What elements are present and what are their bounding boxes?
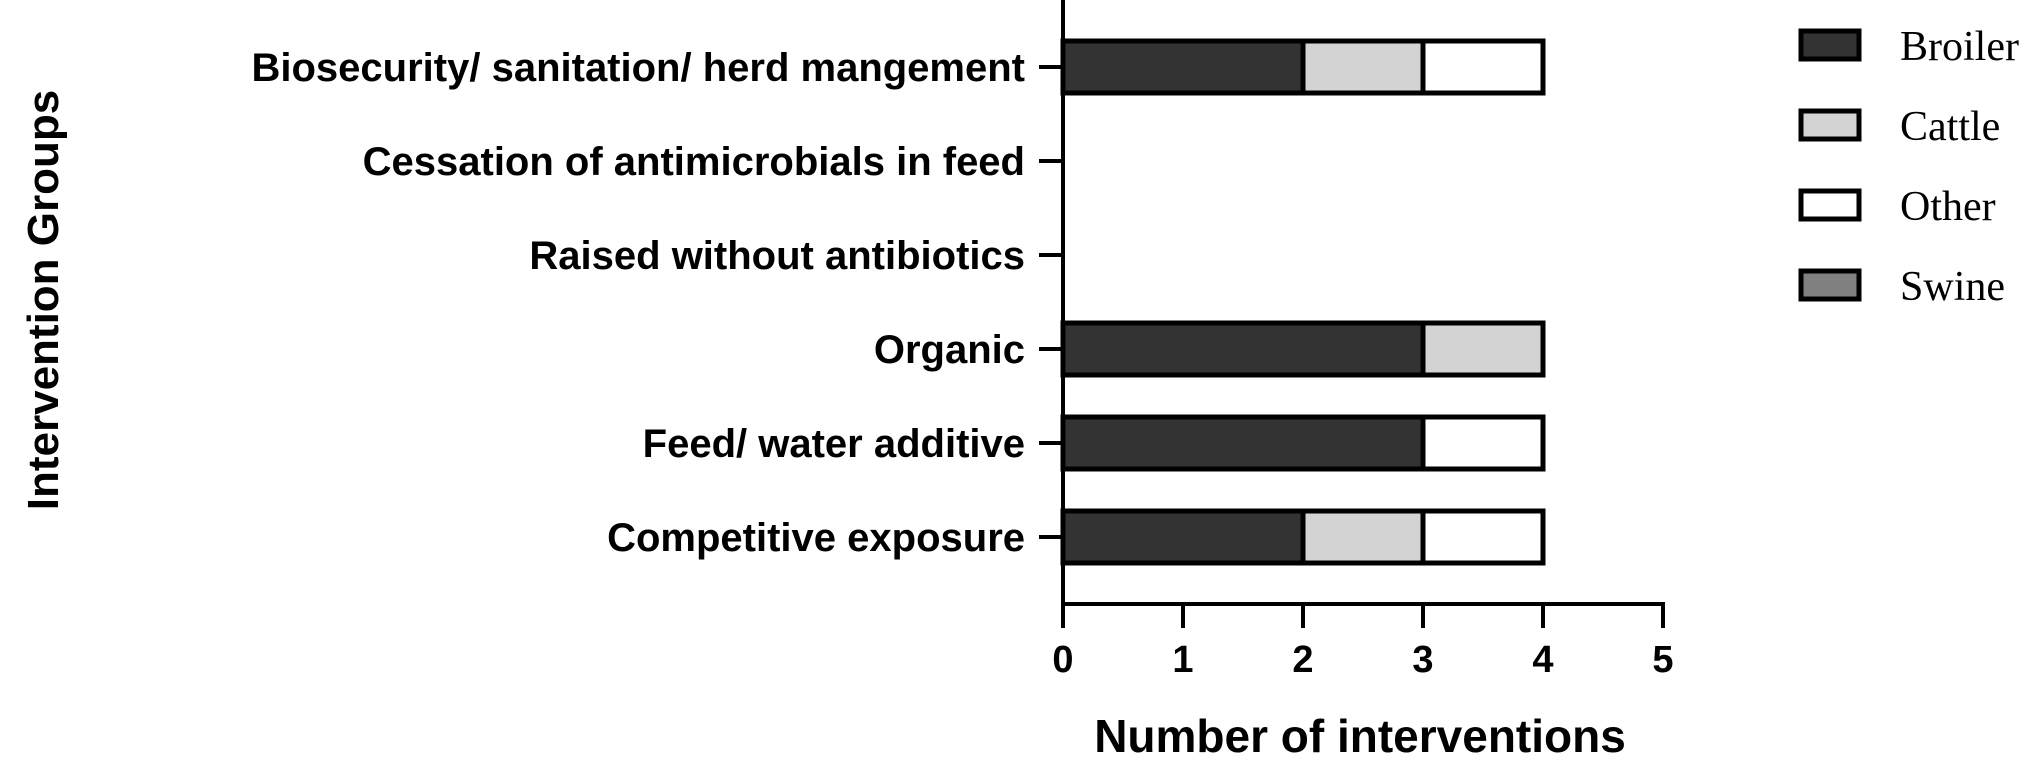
x-tick-label-1: 1 — [1172, 639, 1193, 681]
legend-swatch-swine — [1798, 268, 1862, 302]
legend-label-other: Other — [1900, 184, 1996, 230]
legend: Broiler Cattle Other Swine — [1798, 24, 2019, 310]
category-label-cessation-of-antimicrobials-in-feed: Cessation of antimicrobials in feed — [363, 140, 1025, 184]
x-tick-label-5: 5 — [1652, 639, 1673, 681]
bar-segment-broiler-biosecurity-sanitation-herd-mangement — [1060, 38, 1306, 96]
x-axis-title: Number of interventions — [1094, 710, 1626, 760]
category-labels: Biosecurity/ sanitation/ herd mangement C… — [252, 46, 1026, 560]
category-label-competitive-exposure: Competitive exposure — [607, 516, 1025, 560]
bar-segment-other-biosecurity-sanitation-herd-mangement — [1420, 38, 1546, 96]
bar-segment-cattle-biosecurity-sanitation-herd-mangement — [1300, 38, 1426, 96]
category-label-biosecurity-sanitation-herd-mangement: Biosecurity/ sanitation/ herd mangement — [252, 46, 1026, 90]
category-label-organic: Organic — [874, 328, 1025, 372]
bar-segment-other-competitive-exposure — [1420, 508, 1546, 566]
legend-label-cattle: Cattle — [1900, 104, 2000, 150]
x-tick-labels: 0 1 2 3 4 5 — [1052, 639, 1673, 681]
legend-label-broiler: Broiler — [1900, 24, 2019, 70]
bar-segment-broiler-organic — [1060, 320, 1426, 378]
bar-segment-other-feed-water-additive — [1420, 414, 1546, 472]
x-tick-label-0: 0 — [1052, 639, 1073, 681]
bar-segment-broiler-competitive-exposure — [1060, 508, 1306, 566]
legend-swatch-broiler — [1798, 28, 1862, 62]
legend-swatch-other — [1798, 188, 1862, 222]
bar-segment-cattle-organic — [1420, 320, 1546, 378]
bar-segment-broiler-feed-water-additive — [1060, 414, 1426, 472]
bars-layer — [1060, 38, 1546, 566]
x-tick-label-4: 4 — [1532, 639, 1553, 681]
axes-layer — [1039, 0, 1665, 628]
x-tick-label-3: 3 — [1412, 639, 1433, 681]
category-label-raised-without-antibiotics: Raised without antibiotics — [529, 234, 1025, 278]
legend-label-swine: Swine — [1900, 264, 2005, 310]
category-label-feed-water-additive: Feed/ water additive — [643, 422, 1025, 466]
y-axis-title: Intervention Groups — [19, 90, 68, 510]
legend-swatch-cattle — [1798, 108, 1862, 142]
bar-segment-cattle-competitive-exposure — [1300, 508, 1426, 566]
x-tick-label-2: 2 — [1292, 639, 1313, 681]
